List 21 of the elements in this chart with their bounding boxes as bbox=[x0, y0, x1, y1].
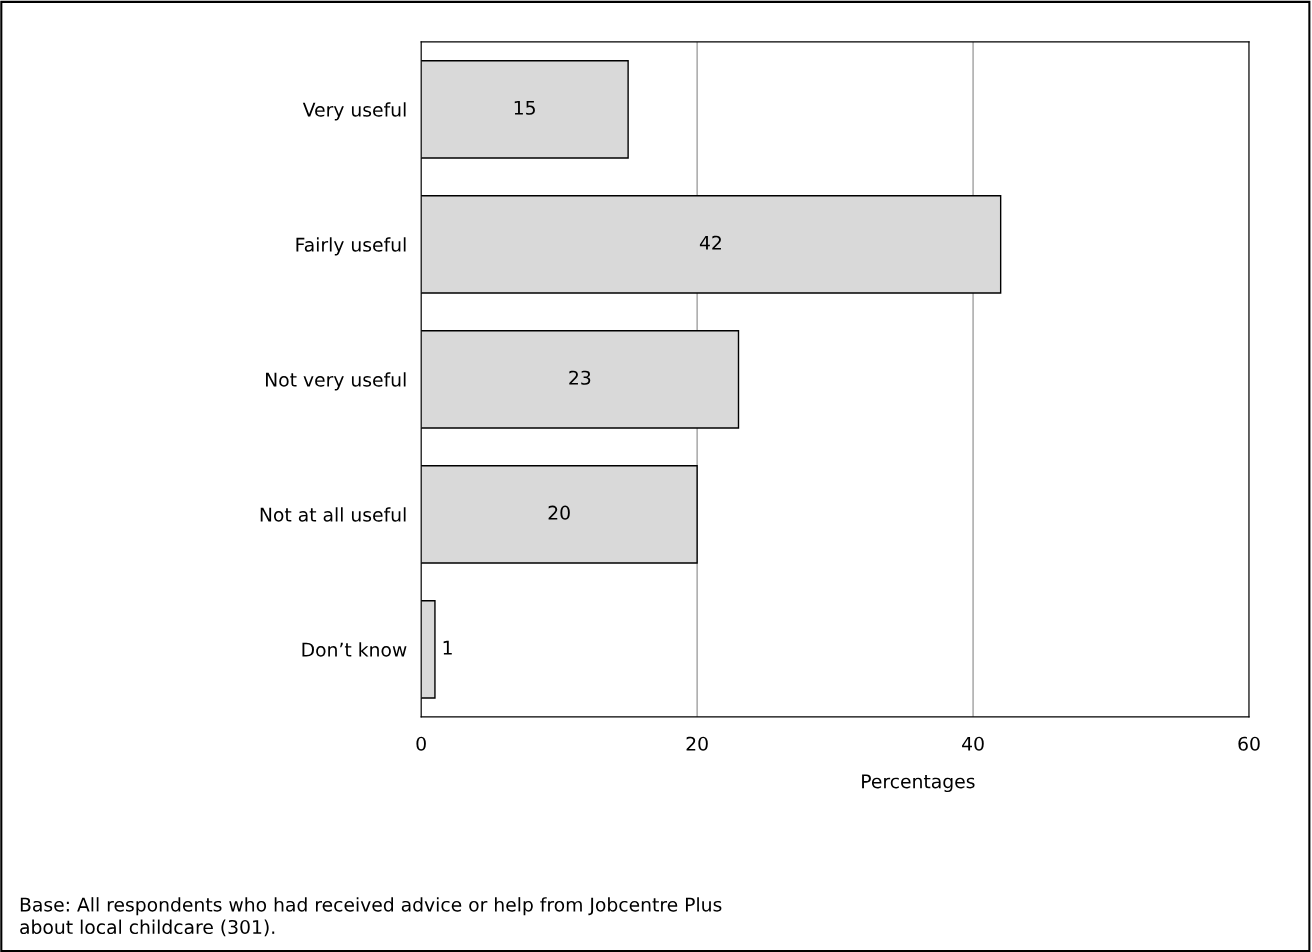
x-tick-label: 0 bbox=[416, 736, 426, 751]
data-label: 20 bbox=[548, 505, 570, 520]
x-tick-label: 60 bbox=[1238, 736, 1260, 751]
data-label: 15 bbox=[514, 100, 535, 115]
y-tick-label: Not at all useful bbox=[260, 507, 406, 522]
text: Base: All respondents who had received advice or help from Jobcentre Plus about local childcare (301). bbox=[20, 897, 722, 937]
data-label: 23 bbox=[569, 370, 591, 385]
data-label: 42 bbox=[699, 235, 721, 250]
bar bbox=[421, 600, 436, 699]
x-axis-title: Percentages bbox=[862, 774, 975, 793]
y-tick-label: Fairly useful bbox=[296, 237, 406, 256]
y-tick-label: Not very useful bbox=[266, 372, 406, 391]
bar bbox=[421, 330, 740, 429]
bar bbox=[421, 465, 698, 564]
y-tick-label: Very useful bbox=[302, 102, 406, 121]
bar bbox=[421, 60, 629, 159]
x-tick-label: 40 bbox=[962, 736, 984, 751]
bar bbox=[421, 195, 1002, 294]
y-tick-label: Don’t know bbox=[302, 642, 407, 657]
data-label: 1 bbox=[443, 640, 452, 655]
x-tick-label: 20 bbox=[686, 736, 708, 751]
